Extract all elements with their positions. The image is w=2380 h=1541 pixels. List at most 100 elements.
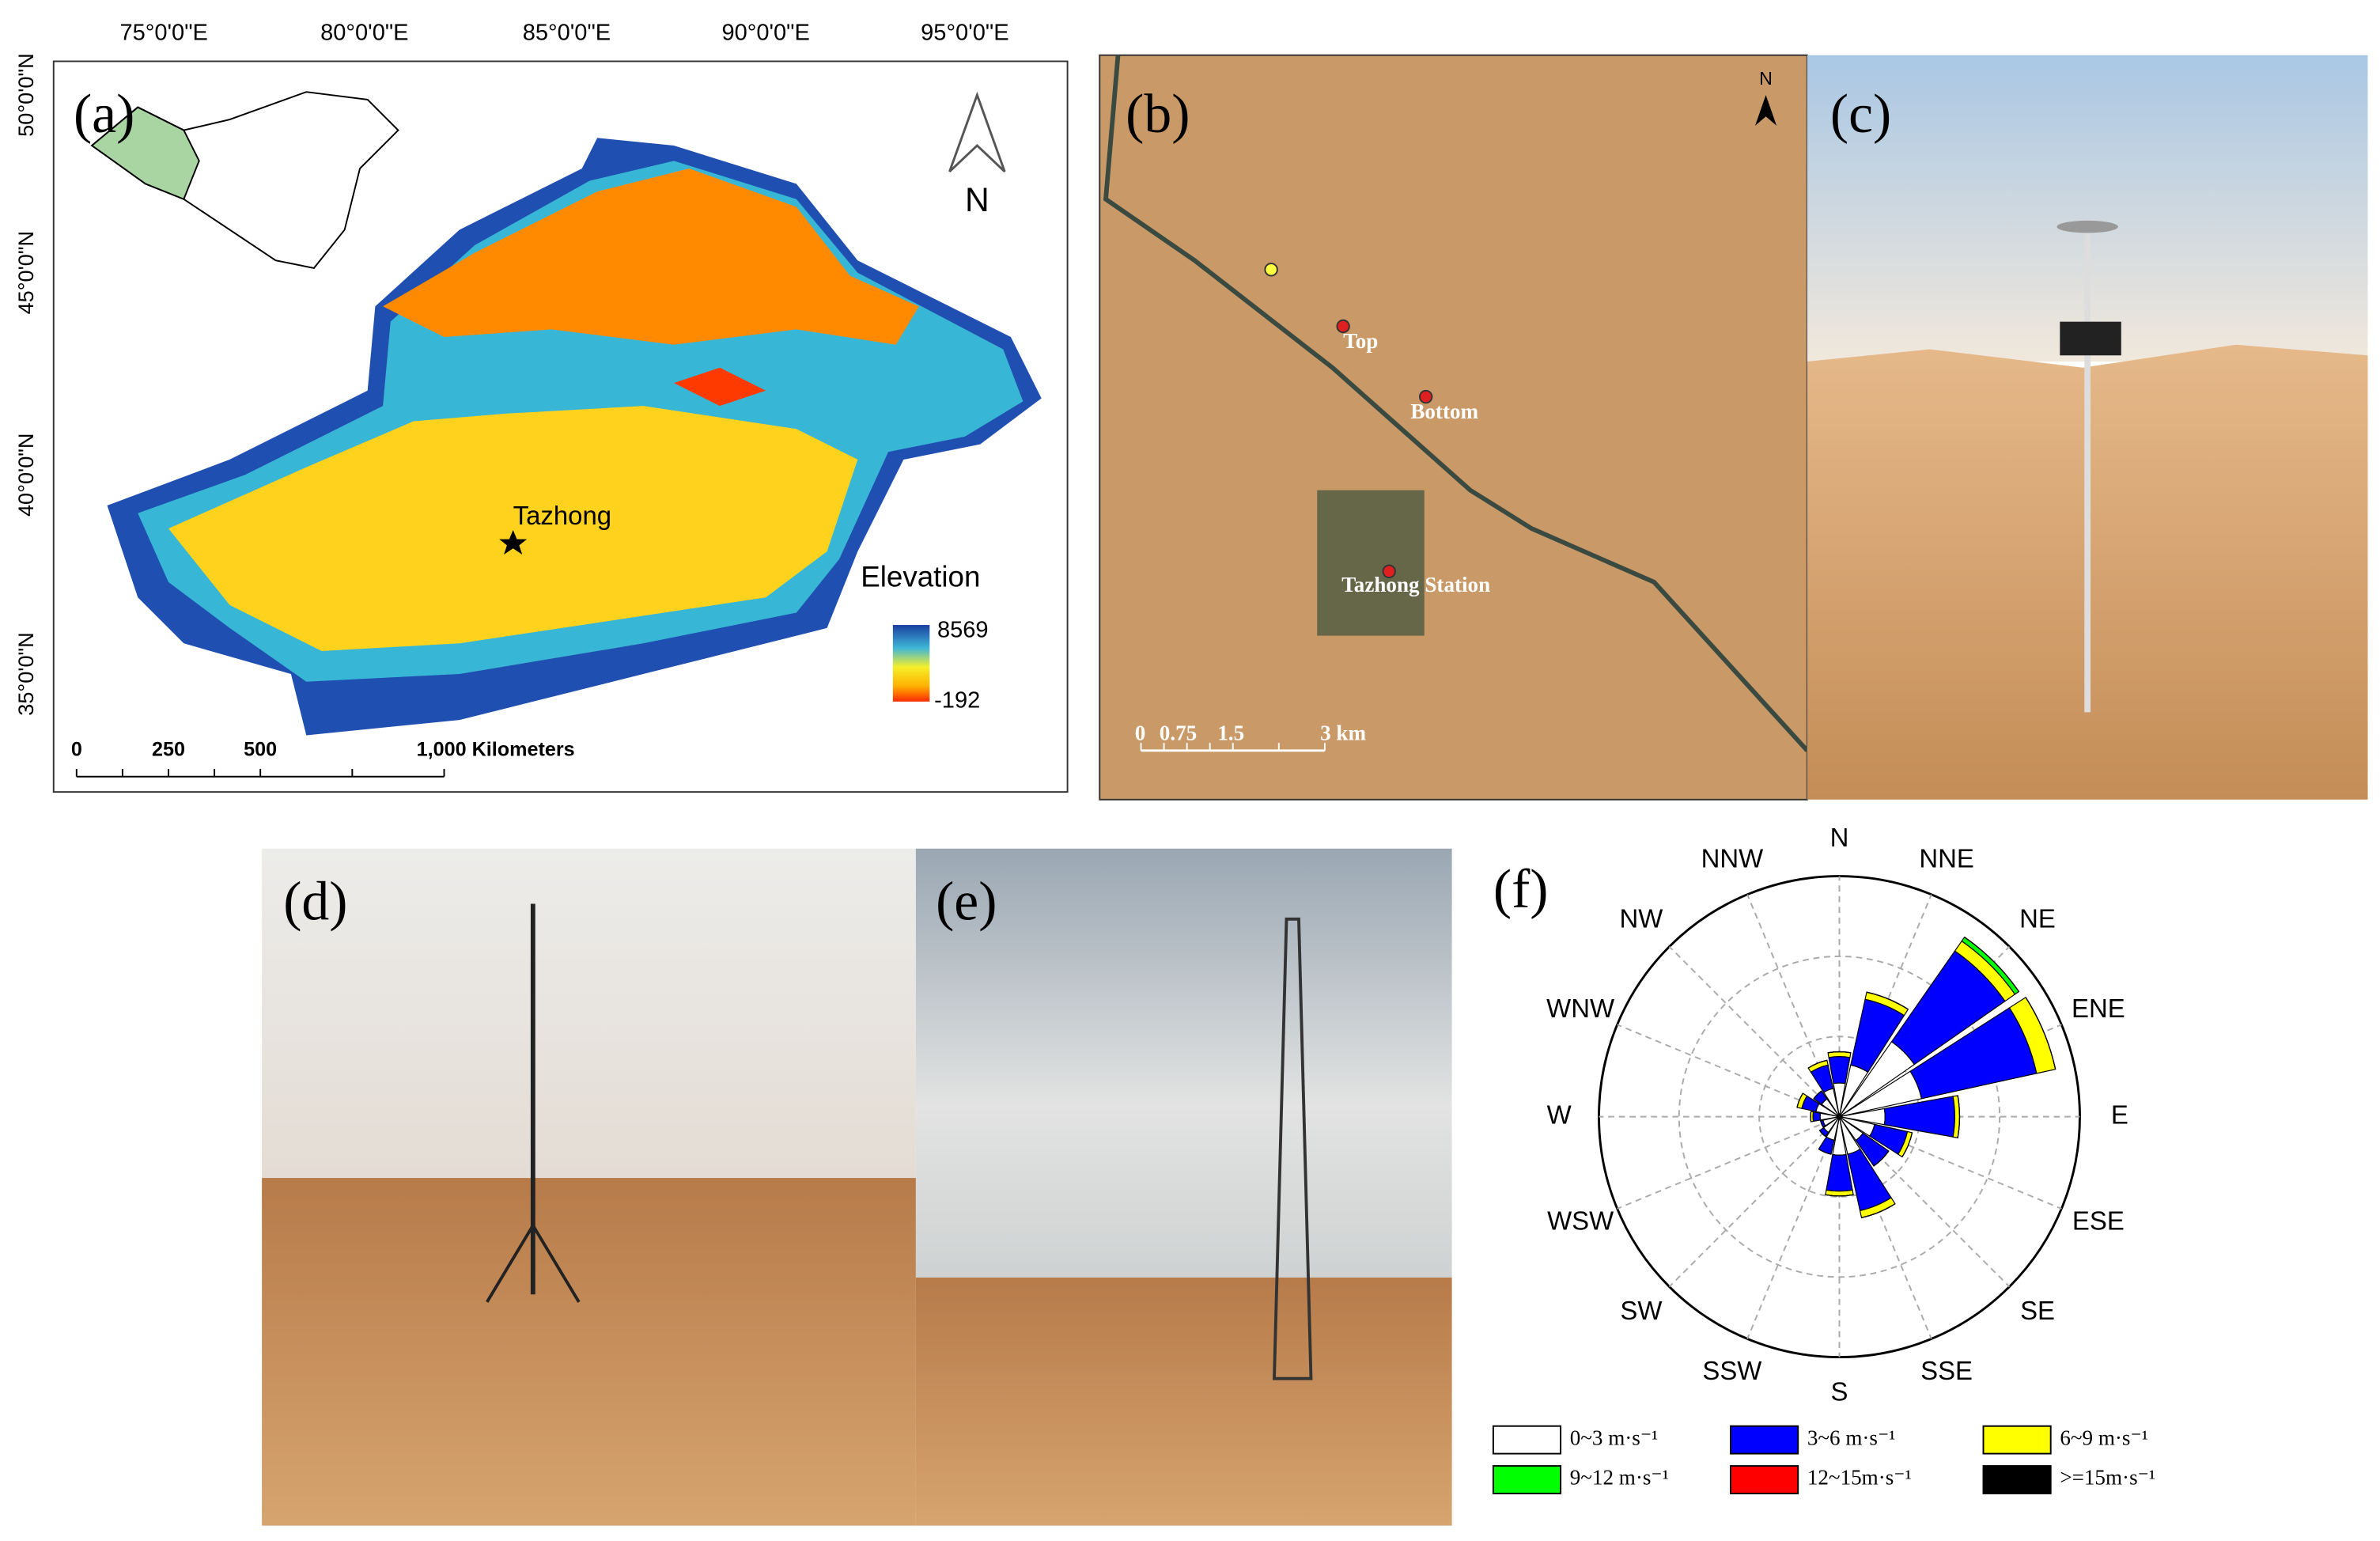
photo-e-sky <box>915 848 1452 1278</box>
photo-c-cap <box>2056 220 2118 233</box>
road <box>1103 55 1809 752</box>
scale-label: 250 <box>152 738 185 760</box>
photo-d-ground <box>262 1178 916 1526</box>
lon-label: 80°0'0"E <box>320 20 408 45</box>
rose-segment <box>1866 991 1909 1010</box>
scale-label: 0 <box>71 738 82 760</box>
photo-d-tripod <box>486 1222 581 1303</box>
marker <box>1264 263 1278 277</box>
direction-label: SE <box>2020 1296 2055 1325</box>
site-star <box>499 530 528 555</box>
direction-label: NNE <box>1919 843 1973 873</box>
rose-segment <box>2025 997 2056 1070</box>
direction-label: N <box>1830 823 1849 852</box>
direction-label: ESE <box>2072 1206 2125 1235</box>
scale-label: 1,000 Kilometers <box>417 738 575 760</box>
site-label: Tazhong <box>513 501 611 530</box>
lon-label: 95°0'0"E <box>921 20 1008 45</box>
direction-label: W <box>1547 1100 1572 1129</box>
photo-d-sky <box>262 848 916 1179</box>
legend-swatch <box>1982 1465 2052 1494</box>
legend-label: 12~15m·s⁻¹ <box>1807 1466 1912 1490</box>
photo-e-tower <box>1273 917 1313 1380</box>
direction-label: ENE <box>2072 994 2125 1023</box>
panel-label: (e) <box>936 871 997 932</box>
scale-label: 0 <box>1135 721 1146 745</box>
legend-max: 8569 <box>937 617 989 642</box>
photo-e-ground <box>915 1277 1452 1526</box>
direction-label: SSE <box>1920 1356 1973 1385</box>
rose-segment <box>1861 1203 1896 1218</box>
scale-label: 500 <box>244 738 277 760</box>
panel-label: (f) <box>1493 859 1549 920</box>
rose-spoke <box>1838 1116 1932 1339</box>
rose-spoke <box>1746 894 1841 1117</box>
legend-label: 9~12 m·s⁻¹ <box>1570 1466 1669 1490</box>
lat-label: 45°0'0"N <box>13 231 38 314</box>
north-label: N <box>1759 68 1773 89</box>
north-arrow <box>948 91 1006 172</box>
xinjiang-inset <box>90 106 200 201</box>
direction-label: SSW <box>1702 1356 1761 1385</box>
legend-min: -192 <box>934 688 980 714</box>
lon-label: 85°0'0"E <box>523 20 611 45</box>
legend-swatch <box>1492 1465 1562 1494</box>
legend-swatch <box>1730 1425 1799 1455</box>
satellite-image <box>1099 54 1808 801</box>
direction-label: NNW <box>1701 843 1764 873</box>
scale-label: 0.75 <box>1160 721 1197 745</box>
lon-label: 90°0'0"E <box>721 20 809 45</box>
site-marker <box>1382 564 1396 578</box>
rose-spoke <box>1668 1115 1841 1288</box>
lat-label: 50°0'0"N <box>13 53 38 136</box>
legend-title: Elevation <box>861 561 980 593</box>
rose-ring <box>1678 955 2001 1278</box>
scale-label: 3 km <box>1320 721 1366 745</box>
north-arrow <box>1754 95 1777 126</box>
site-label: Bottom <box>1410 399 1478 423</box>
north-label: N <box>965 181 989 219</box>
elevation-bar <box>892 625 930 702</box>
direction-label: E <box>2111 1100 2128 1129</box>
rose-segment <box>1818 1149 1832 1155</box>
station-field <box>1317 490 1425 636</box>
rose-segment <box>1807 1059 1827 1069</box>
rose-segment <box>1813 1090 1822 1100</box>
region-basin <box>168 406 858 651</box>
site-label: Top <box>1343 329 1378 353</box>
legend-label: 0~3 m·s⁻¹ <box>1570 1426 1659 1449</box>
legend-label: >=15m·s⁻¹ <box>2060 1466 2155 1490</box>
rose-segment <box>1819 1130 1826 1138</box>
lon-label: 75°0'0"E <box>119 20 207 45</box>
legend-swatch <box>1982 1425 2052 1455</box>
rose-spoke <box>1839 1115 2062 1210</box>
rose-segment <box>1812 1111 1822 1123</box>
rose-segment <box>1964 937 2019 992</box>
lat-label: 40°0'0"N <box>13 434 38 517</box>
photo-c-panel <box>2060 321 2121 356</box>
direction-label: SW <box>1620 1296 1662 1325</box>
region-hot <box>673 367 766 407</box>
rose-spoke <box>1617 1024 1840 1118</box>
rose-spoke <box>1617 1115 1840 1210</box>
site-marker <box>1336 319 1350 334</box>
rose-spoke <box>1746 1116 1841 1339</box>
direction-label: WNW <box>1546 994 1614 1023</box>
site-label: Tazhong Station <box>1341 573 1490 596</box>
direction-label: NW <box>1620 903 1663 933</box>
lat-label: 35°0'0"N <box>13 632 38 715</box>
legend-swatch <box>1730 1465 1799 1494</box>
panel-label: (b) <box>1126 84 1190 145</box>
legend-label: 3~6 m·s⁻¹ <box>1807 1426 1896 1449</box>
site-marker <box>1418 389 1433 404</box>
legend-label: 6~9 m·s⁻¹ <box>2060 1426 2148 1449</box>
rose-spoke <box>1838 1115 2011 1288</box>
rose-segment <box>1827 1051 1852 1054</box>
panel-label: (c) <box>1830 84 1891 145</box>
panel-label: (d) <box>283 871 347 932</box>
rose-spoke <box>1668 945 1841 1118</box>
direction-label: WSW <box>1547 1206 1614 1235</box>
legend-swatch <box>1492 1425 1562 1455</box>
scale-label: 1.5 <box>1217 721 1244 745</box>
